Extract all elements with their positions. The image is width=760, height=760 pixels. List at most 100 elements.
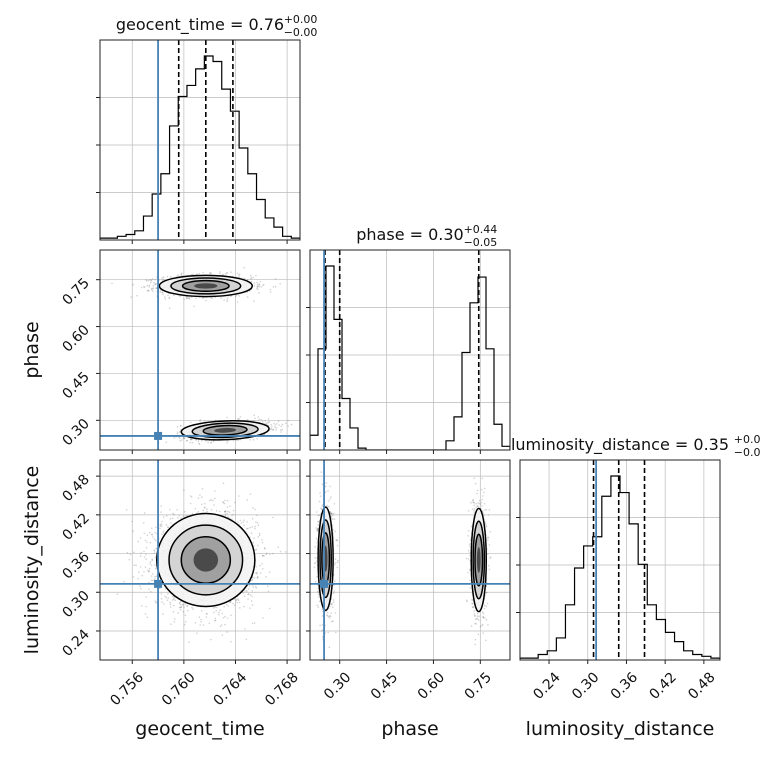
sample-point (166, 599, 169, 601)
sample-point (198, 443, 201, 445)
sample-point (226, 506, 229, 508)
sample-point (179, 425, 182, 427)
sample-point (240, 522, 243, 524)
sample-point (155, 547, 158, 550)
sample-point (227, 605, 229, 607)
sample-point (184, 511, 186, 513)
sample-point (227, 516, 230, 518)
sample-point (274, 424, 276, 426)
sample-point (231, 514, 233, 517)
sample-point (199, 624, 201, 626)
sample-point (162, 293, 164, 296)
sample-point (251, 517, 254, 520)
sample-point (147, 279, 150, 282)
sample-point (185, 621, 187, 623)
sample-point (159, 525, 162, 527)
sample-point (201, 297, 204, 299)
sample-point (246, 296, 249, 298)
sample-point (254, 549, 256, 551)
sample-point (258, 284, 261, 286)
sample-point (243, 595, 246, 597)
sample-point (215, 606, 218, 609)
sample-point (201, 610, 203, 612)
sample-point (200, 439, 203, 442)
sample-point (190, 296, 193, 299)
sample-point (142, 522, 145, 524)
scatter-panel-geocent_time-vs-phase (96, 250, 300, 454)
sample-point (199, 420, 201, 423)
sample-point (269, 428, 272, 430)
sample-point (204, 420, 206, 423)
sample-point (277, 546, 280, 548)
sample-point (150, 288, 153, 291)
sample-point (224, 623, 226, 626)
sample-point (237, 521, 239, 523)
sample-point (167, 294, 169, 297)
sample-point (243, 277, 246, 280)
sample-point (170, 522, 172, 524)
sample-point (183, 437, 186, 440)
sample-point (179, 431, 181, 434)
sample-point (243, 519, 245, 521)
sample-point (151, 278, 154, 280)
sample-point (161, 525, 163, 527)
sample-point (151, 534, 153, 536)
sample-point (236, 272, 239, 275)
sample-point (243, 524, 245, 526)
sample-point (159, 289, 162, 292)
sample-point (223, 605, 225, 608)
hist-steps (520, 475, 720, 660)
sample-point (260, 286, 263, 288)
sample-point (179, 295, 181, 298)
sample-point (155, 526, 157, 529)
sample-point (249, 493, 252, 496)
sample-point (180, 605, 183, 608)
sample-point (159, 587, 161, 590)
sample-point (165, 441, 168, 444)
sample-point (161, 520, 163, 523)
sample-point (198, 272, 201, 275)
sample-point (163, 603, 165, 605)
sample-point (270, 427, 273, 430)
sample-point (152, 288, 154, 290)
sample-point (173, 597, 176, 599)
sample-point (151, 559, 154, 561)
sample-point (159, 523, 162, 526)
sample-point (205, 299, 207, 302)
title-upper-error: +0.04 (734, 433, 760, 446)
sample-point (229, 505, 231, 508)
sample-point (244, 628, 246, 630)
sample-point (196, 273, 198, 276)
sample-point (183, 623, 186, 626)
sample-point (140, 587, 142, 590)
sample-point (151, 533, 153, 535)
sample-point (199, 494, 201, 496)
sample-point (150, 281, 152, 284)
sample-point (171, 599, 174, 601)
sample-point (182, 610, 185, 613)
sample-point (136, 294, 138, 297)
sample-point (277, 420, 280, 423)
density-contour (214, 427, 237, 433)
sample-point (280, 431, 282, 433)
sample-point (155, 283, 157, 286)
sample-point (235, 294, 238, 297)
sample-point (153, 549, 155, 551)
sample-point (223, 510, 226, 513)
sample-point (260, 418, 263, 421)
sample-point (252, 439, 255, 441)
sample-point (219, 609, 221, 611)
density-contour (194, 283, 218, 289)
sample-point (173, 514, 175, 516)
sample-point (264, 547, 266, 550)
sample-point (211, 297, 213, 300)
sample-point (246, 278, 249, 281)
sample-point (243, 605, 245, 608)
sample-point (247, 593, 249, 595)
sample-point (162, 531, 165, 534)
sample-point (152, 579, 154, 582)
sample-point (194, 507, 197, 510)
sample-point (206, 613, 208, 615)
sample-point (169, 508, 171, 511)
sample-point (161, 277, 163, 279)
